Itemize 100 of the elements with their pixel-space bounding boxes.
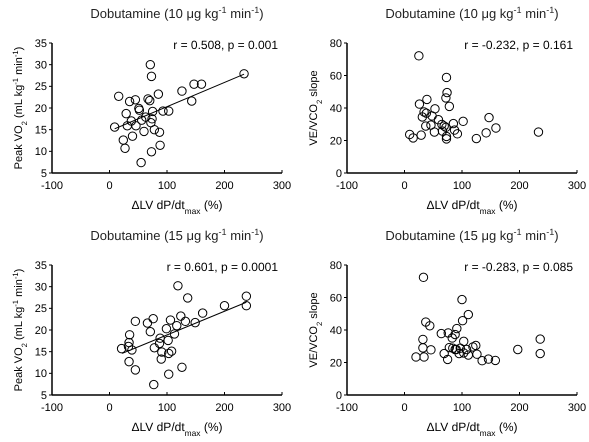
- x-axis-title: ΔLV dP/dt$_{max}$ (%): [426, 420, 518, 438]
- point: [141, 112, 150, 122]
- y-tick-label: 5: [40, 390, 47, 402]
- point: [419, 352, 429, 362]
- y-tick-label: 15: [34, 124, 47, 137]
- point: [426, 120, 436, 130]
- point: [418, 334, 428, 344]
- point: [116, 344, 126, 354]
- x-tick-label: 0: [106, 180, 113, 192]
- point: [147, 114, 157, 124]
- x-axis-title: ΔLV dP/dt$_{max}$ (%): [426, 198, 518, 216]
- point: [438, 126, 448, 136]
- point: [172, 320, 182, 330]
- point: [176, 311, 186, 321]
- point: [128, 131, 138, 141]
- point: [439, 348, 449, 358]
- x-tick-label: 300: [272, 402, 292, 414]
- x-tick-label: -100: [40, 402, 64, 414]
- y-tick-label: 40: [330, 102, 342, 115]
- point: [427, 111, 437, 121]
- x-tick-label: 100: [452, 180, 472, 192]
- chart-title: Dobutamine (15 μg kg$^{-1}$ min$^{-1}$): [90, 227, 264, 243]
- point: [154, 338, 164, 348]
- point: [441, 93, 451, 103]
- point: [146, 147, 156, 156]
- point: [130, 365, 140, 375]
- point: [444, 102, 454, 112]
- point: [148, 106, 158, 116]
- point: [414, 99, 424, 109]
- x-axis-title: ΔLV dP/dt$_{max}$ (%): [132, 420, 222, 438]
- point: [534, 127, 544, 137]
- x-tick-label: -100: [336, 180, 358, 192]
- point: [459, 336, 468, 346]
- point: [436, 328, 446, 338]
- point: [173, 281, 183, 290]
- point: [442, 72, 452, 82]
- point: [150, 343, 160, 352]
- point: [136, 158, 146, 168]
- point: [198, 308, 208, 318]
- point: [444, 328, 453, 338]
- y-tick-label: 20: [330, 357, 342, 370]
- point: [164, 348, 174, 358]
- point: [242, 301, 252, 310]
- point: [452, 324, 462, 334]
- point: [148, 314, 158, 324]
- chart-title: Dobutamine (15 μg kg$^{-1}$ min$^{-1}$): [385, 227, 559, 243]
- point: [137, 115, 146, 125]
- point: [442, 354, 452, 364]
- point: [242, 292, 252, 301]
- point: [124, 342, 134, 352]
- y-tick-label: 10: [34, 146, 47, 158]
- y-tick-label: 35: [34, 260, 47, 272]
- point: [468, 342, 478, 352]
- point: [491, 123, 501, 133]
- point: [196, 79, 206, 89]
- y-tick-label: 40: [330, 324, 342, 337]
- point: [404, 130, 414, 140]
- x-tick-label: 0: [401, 402, 408, 414]
- point: [146, 118, 156, 128]
- point: [430, 104, 440, 114]
- point: [472, 350, 482, 359]
- point: [448, 118, 458, 128]
- point: [434, 115, 444, 124]
- point: [166, 315, 176, 325]
- point: [444, 342, 454, 352]
- point: [130, 95, 140, 104]
- point: [220, 301, 230, 310]
- point: [459, 348, 468, 358]
- point: [157, 347, 167, 357]
- point: [127, 345, 137, 355]
- point: [177, 362, 187, 372]
- point: [536, 348, 545, 358]
- x-tick-label: 0: [106, 402, 113, 414]
- point: [536, 334, 545, 344]
- point: [484, 354, 494, 364]
- point: [458, 116, 468, 126]
- y-tick-label: 20: [34, 324, 47, 337]
- point: [421, 317, 430, 327]
- point: [450, 125, 460, 135]
- point: [414, 51, 424, 61]
- x-tick-label: 200: [510, 180, 529, 192]
- point: [481, 128, 491, 138]
- point: [164, 106, 174, 116]
- point: [124, 356, 134, 366]
- y-tick-label: 5: [40, 168, 47, 180]
- point: [462, 344, 472, 354]
- x-axis-title: ΔLV dP/dt$_{max}$ (%): [132, 198, 222, 216]
- point: [490, 356, 500, 366]
- point: [442, 88, 452, 98]
- x-tick-label: 200: [215, 402, 234, 414]
- point: [162, 324, 172, 334]
- annotation: r = -0.232, p = 0.161: [464, 38, 574, 52]
- point: [418, 112, 428, 122]
- y-tick-label: 15: [34, 346, 47, 359]
- point: [120, 144, 130, 153]
- point: [450, 330, 460, 340]
- point: [150, 124, 160, 134]
- y-tick-label: 80: [330, 38, 342, 50]
- point: [189, 79, 199, 89]
- point: [425, 321, 434, 330]
